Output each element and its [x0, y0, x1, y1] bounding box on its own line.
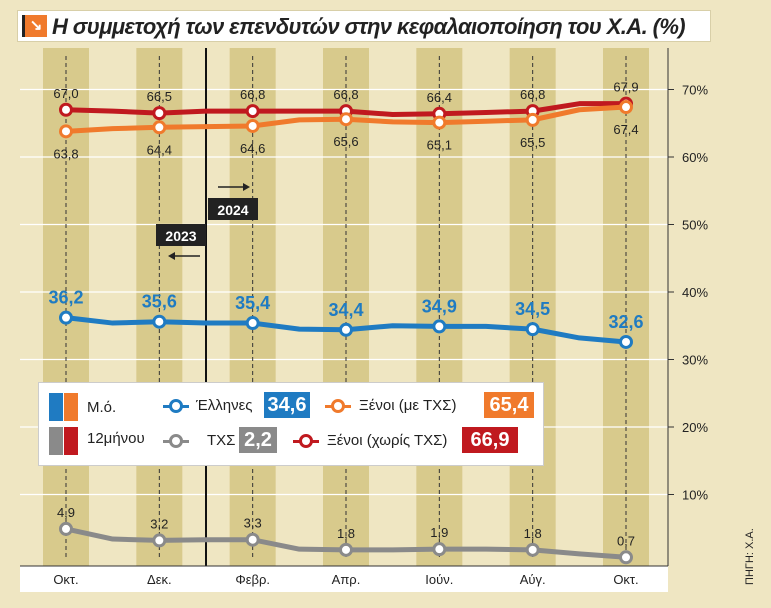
series-marker-2	[59, 310, 73, 325]
series-marker-2	[339, 322, 353, 337]
legend-marker-foreign-with	[325, 399, 351, 413]
series-marker-2	[525, 322, 540, 337]
year-2023-label: 2023	[165, 228, 196, 244]
data-label: 67,4	[613, 122, 638, 137]
arrow-right-head	[243, 183, 250, 191]
series-marker-0	[152, 106, 167, 121]
title-bar: ↘ Η συμμετοχή των επενδυτών στην κεφαλαι…	[17, 10, 711, 42]
legend-marker-hfsf	[163, 434, 189, 448]
x-tick-label: Αύγ.	[520, 572, 546, 587]
data-label: 1,8	[337, 526, 355, 541]
data-label: 34,9	[422, 296, 457, 316]
data-label: 65,5	[520, 135, 545, 150]
x-axis-bar	[20, 566, 668, 592]
legend-swatch-foreign-monthly	[64, 393, 78, 421]
legend-value-foreign-without: 66,9	[462, 427, 518, 453]
x-tick-label: Ιούν.	[425, 572, 453, 587]
legend-value-greeks: 34,6	[264, 392, 310, 418]
series-marker-1	[152, 120, 167, 135]
arrow-icon: ↘	[22, 15, 47, 37]
x-tick-label: Οκτ.	[613, 572, 638, 587]
y-tick-label: 40%	[682, 285, 708, 300]
chart-title: Η συμμετοχή των επενδυτών στην κεφαλαιοπ…	[52, 14, 686, 39]
series-marker-0	[245, 104, 260, 119]
legend: Μ.ό. 12μήνου Έλληνες 34,6 Ξένοι (με ΤΧΣ)…	[38, 382, 544, 466]
series-marker-3	[432, 542, 447, 557]
data-label: 66,8	[333, 87, 358, 102]
series-marker-1	[525, 112, 540, 127]
series-marker-1	[245, 118, 260, 133]
data-label: 34,4	[328, 300, 363, 320]
data-label: 4,9	[57, 505, 75, 520]
y-tick-label: 50%	[682, 218, 708, 233]
series-marker-2	[619, 334, 633, 349]
data-label: 35,6	[142, 292, 177, 312]
legend-value-foreign-with: 65,4	[484, 392, 534, 418]
legend-marker-greeks	[163, 399, 189, 413]
legend-swatch-greeks-monthly	[49, 393, 63, 421]
data-label: 1,8	[524, 526, 542, 541]
series-marker-2	[432, 319, 447, 334]
series-marker-1	[619, 100, 633, 115]
data-label: 32,6	[608, 312, 643, 332]
legend-value-hfsf: 2,2	[239, 427, 277, 453]
y-tick-label: 20%	[682, 420, 708, 435]
data-label: 63,8	[53, 146, 78, 161]
legend-marker-foreign-without	[293, 434, 319, 448]
arrow-left-head	[168, 252, 175, 260]
data-label: 1,9	[430, 525, 448, 540]
series-marker-3	[59, 521, 73, 536]
series-marker-3	[152, 533, 167, 548]
series-marker-3	[245, 532, 260, 547]
data-label: 3,2	[150, 516, 168, 531]
series-marker-0	[59, 102, 73, 117]
source-note: ΠΗΓΗ: Χ.Α.	[744, 528, 756, 585]
legend-monthly-label: Μ.ό.	[87, 399, 117, 416]
data-label: 35,4	[235, 293, 270, 313]
year-2023-box	[156, 224, 206, 246]
series-marker-2	[152, 314, 167, 329]
data-label: 66,4	[427, 90, 452, 105]
data-label: 34,5	[515, 299, 550, 319]
data-label: 66,8	[520, 87, 545, 102]
legend-yearly-label: 12μήνου	[87, 430, 145, 447]
data-label: 66,5	[147, 89, 172, 104]
y-tick-label: 10%	[682, 488, 708, 503]
y-tick-label: 60%	[682, 150, 708, 165]
year-2024-label: 2024	[217, 202, 248, 218]
series-marker-3	[619, 550, 633, 565]
series-marker-2	[245, 316, 260, 331]
data-label: 64,4	[147, 142, 172, 157]
data-label: 65,6	[333, 134, 358, 149]
legend-swatch-hfsf-yearly	[49, 427, 63, 455]
series-marker-3	[339, 542, 353, 557]
legend-name-greeks: Έλληνες	[196, 397, 253, 414]
x-tick-label: Φεβρ.	[235, 572, 270, 587]
series-marker-1	[432, 115, 447, 130]
data-label: 64,6	[240, 141, 265, 156]
x-tick-label: Δεκ.	[147, 572, 172, 587]
y-tick-label: 70%	[682, 83, 708, 98]
series-marker-1	[59, 124, 73, 139]
series-marker-1	[339, 112, 353, 127]
legend-name-hfsf: ΤΧΣ	[207, 432, 236, 449]
x-tick-label: Οκτ.	[53, 572, 78, 587]
data-label: 66,8	[240, 87, 265, 102]
legend-swatch-foreign-yearly	[64, 427, 78, 455]
legend-name-foreign-with: Ξένοι (με ΤΧΣ)	[359, 397, 457, 414]
series-marker-3	[525, 542, 540, 557]
legend-name-foreign-without: Ξένοι (χωρίς ΤΧΣ)	[327, 432, 448, 449]
data-label: 67,9	[613, 80, 638, 95]
data-label: 3,3	[244, 516, 262, 531]
y-tick-label: 30%	[682, 353, 708, 368]
x-tick-label: Απρ.	[332, 572, 361, 587]
data-label: 67,0	[53, 86, 78, 101]
year-2024-box	[208, 198, 258, 220]
data-label: 65,1	[427, 138, 452, 153]
data-label: 0,7	[617, 533, 635, 548]
data-label: 36,2	[48, 288, 83, 308]
